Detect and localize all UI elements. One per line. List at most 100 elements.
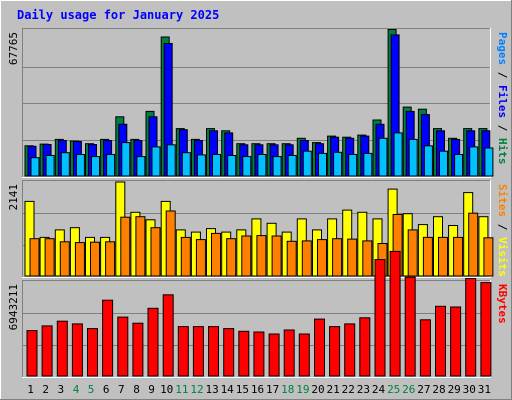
bar-sites-11 [180, 236, 191, 277]
y-max-label: 67765 [7, 32, 20, 65]
bar-kbytes-18 [283, 329, 295, 377]
x-tick-label: 13 [205, 383, 218, 396]
bar-sites-16 [256, 235, 267, 277]
x-tick-label: 19 [296, 383, 309, 396]
bar-pages-1 [30, 157, 40, 177]
bar-kbytes-23 [359, 317, 371, 377]
bar-pages-24 [378, 137, 388, 177]
panel-top: 67765 Pages / Files / Hits [7, 28, 509, 178]
legend-entry: Hits [496, 138, 509, 165]
x-tick-label: 15 [236, 383, 249, 396]
x-tick-label: 25 [387, 383, 400, 396]
bar-pages-4 [75, 154, 85, 177]
bar-kbytes-27 [419, 319, 431, 377]
chart-title: Daily usage for January 2025 [17, 8, 219, 22]
bar-kbytes-29 [450, 306, 462, 377]
x-tick-label: 6 [103, 383, 110, 396]
y-max-label: 2141 [7, 184, 20, 211]
bar-sites-13 [211, 232, 221, 277]
bar-kbytes-21 [329, 326, 341, 377]
x-tick-label: 23 [357, 383, 370, 396]
bar-kbytes-26 [404, 276, 416, 377]
x-tick-label: 1 [27, 383, 34, 396]
bar-kbytes-9 [147, 307, 159, 377]
bar-sites-1 [29, 238, 40, 277]
legend: Pages / Files / Hits [496, 32, 509, 165]
bar-kbytes-12 [192, 326, 204, 377]
x-tick-label: 8 [133, 383, 140, 396]
bar-kbytes-10 [162, 294, 174, 377]
x-tick-label: 20 [311, 383, 324, 396]
bar-kbytes-13 [208, 326, 219, 377]
bar-pages-5 [91, 156, 100, 177]
bar-sites-6 [105, 241, 116, 277]
legend-entry: Files [496, 85, 509, 118]
legend-entry: KBytes [496, 284, 509, 324]
bar-pages-30 [469, 146, 479, 177]
bar-kbytes-15 [238, 330, 250, 377]
bar-pages-18 [287, 155, 297, 177]
legend: Sites / Visits [496, 184, 509, 277]
bar-pages-12 [196, 154, 206, 177]
bar-sites-27 [422, 236, 433, 277]
x-tick-label: 21 [326, 383, 339, 396]
x-tick-label: 27 [417, 383, 430, 396]
bar-kbytes-31 [480, 282, 492, 377]
x-tick-label: 12 [190, 383, 203, 396]
bar-pages-9 [151, 146, 161, 177]
bar-kbytes-17 [268, 333, 280, 377]
bar-sites-17 [271, 235, 282, 277]
bar-pages-31 [484, 147, 494, 177]
bar-sites-29 [453, 236, 464, 277]
bar-kbytes-1 [26, 330, 38, 377]
bar-sites-31 [483, 237, 494, 277]
x-axis-labels: 1 2 3 4 5 6 7 8 9 10 11 12 13 14 15 16 17 18 19 20 21 22 23 24 2… [27, 383, 491, 396]
panel-bot: 6943211 KBytes [7, 250, 509, 378]
bar-kbytes-16 [253, 331, 265, 377]
bar-sites-3 [59, 241, 70, 277]
bar-pages-27 [423, 145, 433, 177]
bar-pages-22 [348, 154, 358, 177]
legend-entry: Visits [496, 237, 509, 277]
bar-kbytes-5 [87, 328, 98, 377]
bar-kbytes-20 [314, 318, 325, 377]
bar-pages-23 [363, 152, 373, 177]
bar-pages-25 [393, 132, 403, 177]
bar-sites-5 [90, 241, 100, 277]
bar-pages-28 [439, 150, 448, 177]
bar-pages-26 [408, 138, 418, 177]
legend-entry: / [496, 217, 509, 237]
x-tick-label: 4 [73, 383, 80, 396]
x-tick-label: 14 [221, 383, 235, 396]
bar-kbytes-28 [435, 305, 446, 377]
bar-sites-30 [468, 212, 479, 277]
bar-kbytes-25 [389, 250, 401, 377]
legend: KBytes [496, 284, 509, 324]
bar-kbytes-19 [298, 333, 310, 377]
bar-sites-19 [301, 240, 312, 277]
y-max-label: 6943211 [7, 284, 20, 330]
bar-sites-2 [44, 238, 55, 277]
bar-pages-14 [227, 155, 237, 177]
bar-sites-8 [135, 216, 146, 277]
bar-sites-22 [347, 238, 358, 277]
bar-pages-13 [212, 154, 221, 177]
x-tick-label: 5 [88, 383, 95, 396]
bar-sites-12 [195, 239, 206, 277]
bar-kbytes-30 [465, 278, 477, 377]
bar-sites-4 [74, 242, 85, 277]
bar-sites-23 [362, 240, 373, 277]
bar-kbytes-8 [132, 322, 144, 377]
x-tick-label: 10 [160, 383, 173, 396]
bar-pages-11 [181, 152, 191, 177]
bar-kbytes-7 [117, 316, 129, 377]
x-tick-label: 29 [448, 383, 461, 396]
bar-kbytes-4 [71, 323, 83, 377]
legend-entry: Sites [496, 184, 509, 217]
bar-pages-16 [257, 154, 267, 177]
x-tick-label: 7 [118, 383, 125, 396]
bar-sites-15 [241, 235, 252, 277]
bar-sites-18 [286, 240, 297, 277]
bar-pages-21 [333, 151, 343, 177]
x-tick-label: 17 [266, 383, 279, 396]
